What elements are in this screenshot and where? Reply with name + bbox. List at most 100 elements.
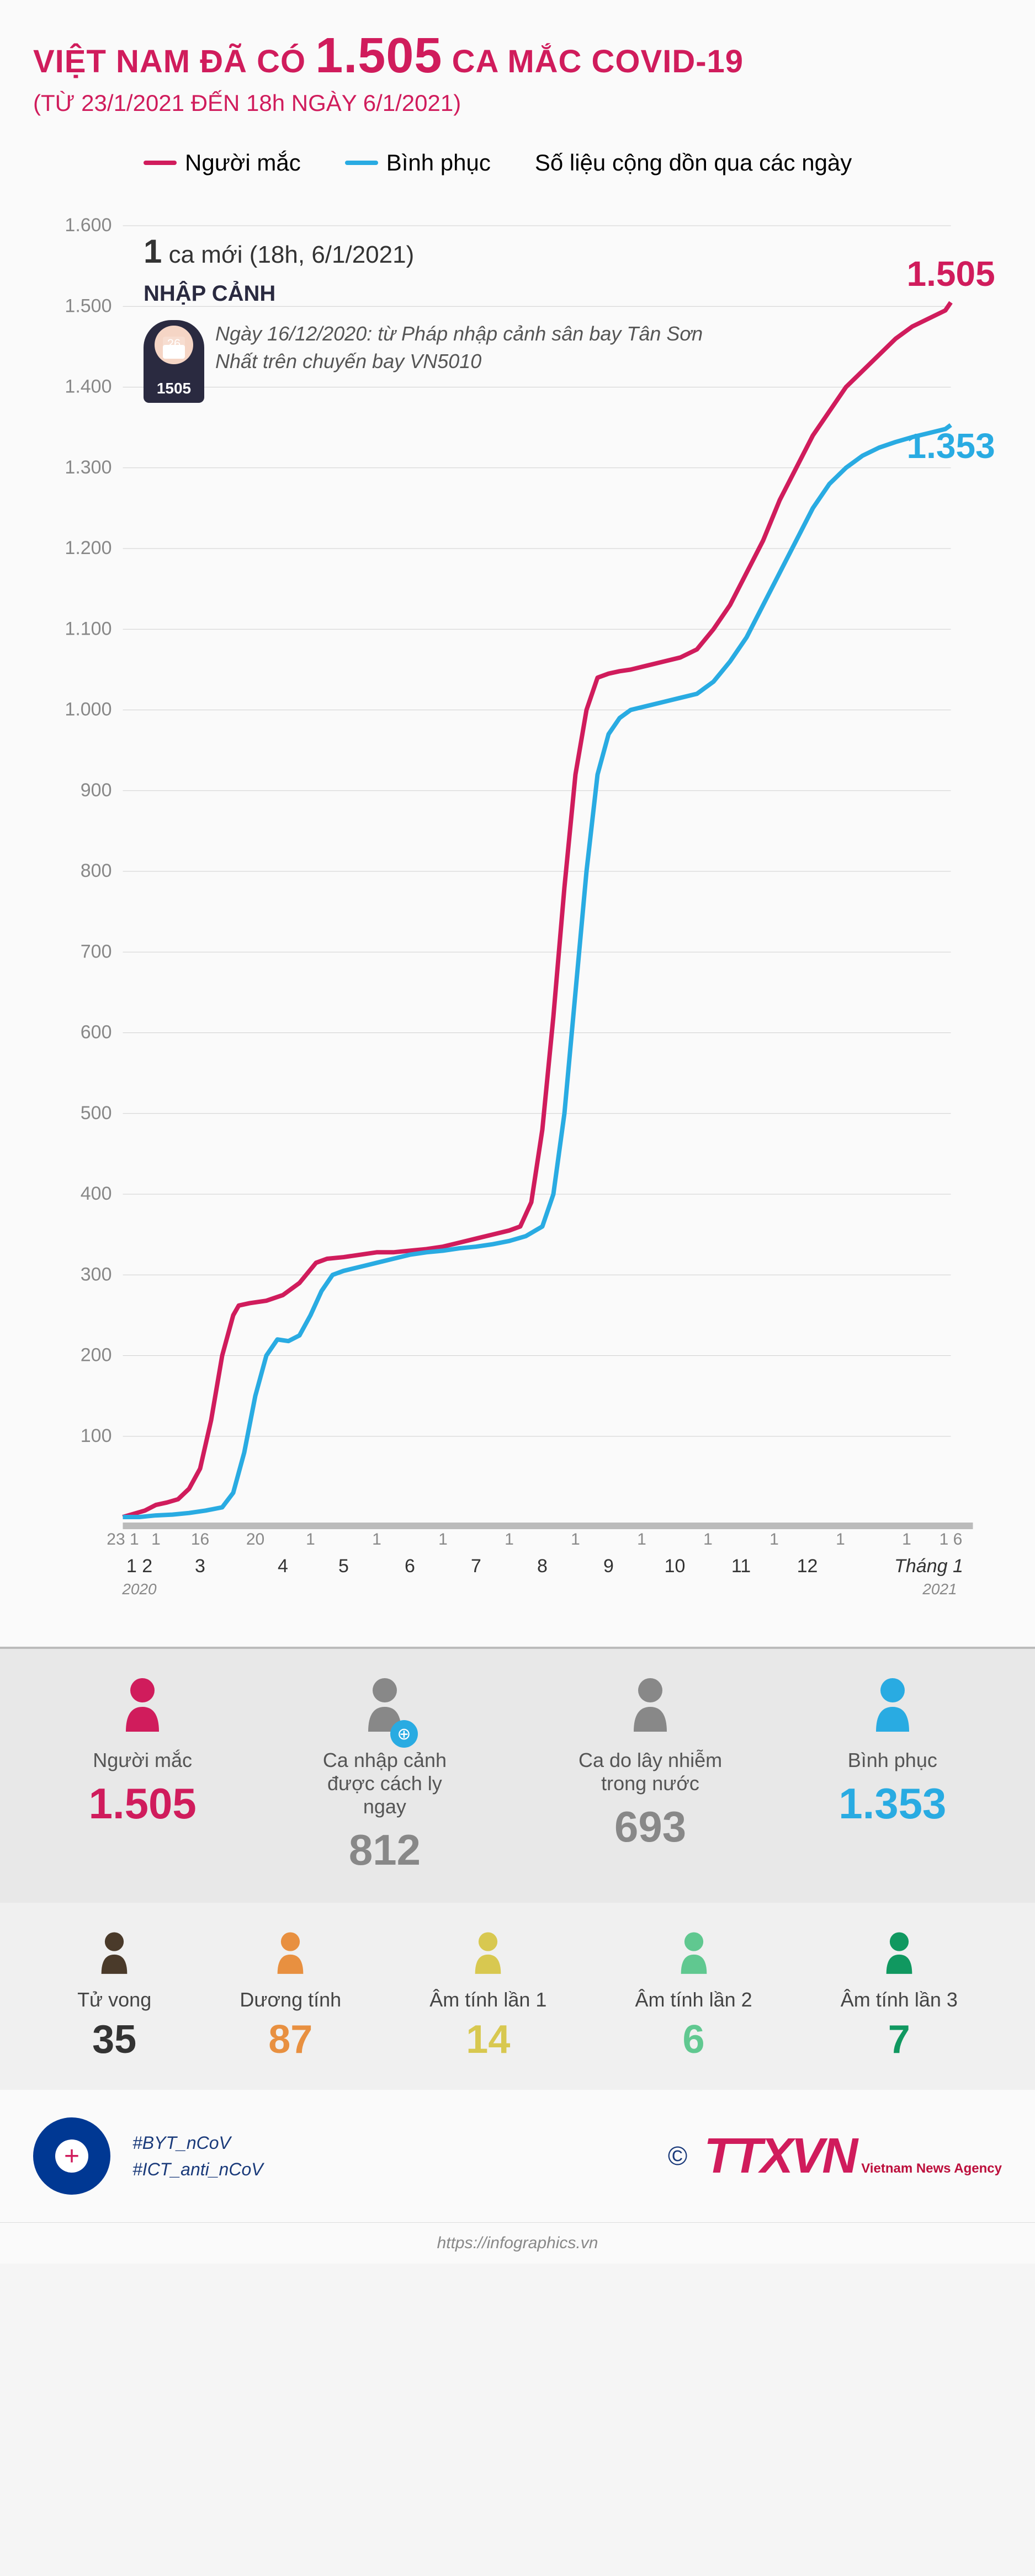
callout-section: NHẬP CẢNH bbox=[144, 281, 712, 306]
person-icon bbox=[625, 1676, 675, 1742]
svg-text:700: 700 bbox=[81, 941, 112, 962]
end-label-cases: 1.505 bbox=[907, 254, 995, 294]
stat-item: Âm tính lần 3 7 bbox=[841, 1930, 958, 2062]
source-url: https://infographics.vn bbox=[0, 2222, 1035, 2264]
svg-text:1.400: 1.400 bbox=[65, 376, 112, 397]
svg-text:6: 6 bbox=[405, 1556, 415, 1577]
svg-text:20: 20 bbox=[246, 1530, 264, 1548]
svg-text:500: 500 bbox=[81, 1103, 112, 1124]
svg-text:1: 1 bbox=[438, 1530, 448, 1548]
legend-note: Số liệu cộng dồn qua các ngày bbox=[535, 150, 852, 176]
svg-text:Tháng 1: Tháng 1 bbox=[894, 1556, 963, 1577]
person-icon: ⊕ bbox=[360, 1676, 410, 1742]
stat-label: Dương tính bbox=[240, 1988, 341, 2011]
stat-item: Âm tính lần 1 14 bbox=[429, 1930, 546, 2062]
svg-text:1.200: 1.200 bbox=[65, 537, 112, 558]
svg-text:5: 5 bbox=[338, 1556, 349, 1577]
stat-label: Ca nhập cảnh được cách ly ngay bbox=[307, 1749, 462, 1818]
patient-age: 26 bbox=[163, 337, 185, 351]
stat-value: 7 bbox=[888, 2017, 910, 2062]
person-icon bbox=[880, 1930, 919, 1983]
agency-logo: TTXVN Vietnam News Agency bbox=[704, 2128, 1002, 2185]
svg-text:1.100: 1.100 bbox=[65, 618, 112, 639]
footer-right: © TTXVN Vietnam News Agency bbox=[668, 2128, 1002, 2185]
hashtag-1: #BYT_nCoV bbox=[132, 2130, 263, 2156]
legend-label-cases: Người mắc bbox=[185, 150, 301, 176]
svg-text:400: 400 bbox=[81, 1183, 112, 1204]
stats-row-2: Tử vong 35 Dương tính 87 Âm tính lần 1 1… bbox=[0, 1903, 1035, 2090]
stat-value: 1.353 bbox=[838, 1779, 946, 1829]
person-icon bbox=[675, 1930, 713, 1983]
svg-text:1: 1 bbox=[306, 1530, 315, 1548]
svg-text:1: 1 bbox=[505, 1530, 514, 1548]
svg-text:10: 10 bbox=[665, 1556, 686, 1577]
stat-value: 693 bbox=[614, 1802, 686, 1852]
main-title: VIỆT NAM ĐÃ CÓ 1.505 CA MẮC COVID-19 bbox=[33, 28, 1002, 84]
footer-left: #BYT_nCoV #ICT_anti_nCoV bbox=[33, 2117, 263, 2195]
svg-text:12: 12 bbox=[797, 1556, 818, 1577]
legend: Người mắc Bình phục Số liệu cộng dồn qua… bbox=[144, 150, 1002, 176]
legend-recovered: Bình phục bbox=[345, 150, 491, 176]
agency-subtitle: Vietnam News Agency bbox=[861, 2161, 1002, 2176]
infographic-container: VIỆT NAM ĐÃ CÓ 1.505 CA MẮC COVID-19 (TỪ… bbox=[0, 0, 1035, 2264]
copyright-icon: © bbox=[668, 2141, 687, 2171]
stat-label: Người mắc bbox=[93, 1749, 192, 1772]
end-label-recovered: 1.353 bbox=[907, 426, 995, 466]
stat-item: Tử vong 35 bbox=[77, 1930, 151, 2062]
svg-text:1: 1 bbox=[902, 1530, 911, 1548]
svg-text:200: 200 bbox=[81, 1345, 112, 1366]
legend-cases: Người mắc bbox=[144, 150, 301, 176]
stat-item: Người mắc 1.505 bbox=[89, 1676, 197, 1875]
svg-text:900: 900 bbox=[81, 780, 112, 801]
hashtag-2: #ICT_anti_nCoV bbox=[132, 2156, 263, 2183]
stat-item: Ca do lây nhiễm trong nước 693 bbox=[573, 1676, 728, 1875]
line-chart: 1002003004005006007008009001.0001.1001.2… bbox=[33, 193, 1002, 1627]
stat-value: 1.505 bbox=[89, 1779, 197, 1829]
new-case-line: 1 ca mới (18h, 6/1/2021) bbox=[144, 232, 712, 270]
person-icon bbox=[118, 1676, 167, 1742]
svg-text:16: 16 bbox=[191, 1530, 209, 1548]
stat-value: 35 bbox=[92, 2017, 136, 2062]
svg-text:23 1: 23 1 bbox=[107, 1530, 139, 1548]
svg-text:1 6: 1 6 bbox=[940, 1530, 963, 1548]
svg-text:1: 1 bbox=[372, 1530, 381, 1548]
person-icon bbox=[95, 1930, 134, 1983]
legend-note-text: Số liệu cộng dồn qua các ngày bbox=[535, 150, 852, 176]
svg-text:3: 3 bbox=[195, 1556, 205, 1577]
stat-item: Dương tính 87 bbox=[240, 1930, 341, 2062]
header: VIỆT NAM ĐÃ CÓ 1.505 CA MẮC COVID-19 (TỪ… bbox=[0, 0, 1035, 133]
svg-text:1.000: 1.000 bbox=[65, 699, 112, 720]
agency-name: TTXVN bbox=[704, 2128, 856, 2185]
stat-label: Ca do lây nhiễm trong nước bbox=[573, 1749, 728, 1795]
person-icon bbox=[868, 1676, 917, 1742]
svg-text:600: 600 bbox=[81, 1022, 112, 1043]
stat-label: Âm tính lần 3 bbox=[841, 1988, 958, 2011]
callout-detail-text: Ngày 16/12/2020: từ Pháp nhập cảnh sân b… bbox=[215, 320, 712, 376]
moh-logo bbox=[33, 2117, 110, 2195]
stat-label: Âm tính lần 2 bbox=[635, 1988, 752, 2011]
svg-text:1.300: 1.300 bbox=[65, 457, 112, 478]
stats-row-1: Người mắc 1.505 ⊕ Ca nhập cảnh được cách… bbox=[0, 1647, 1035, 1903]
stat-label: Tử vong bbox=[77, 1988, 151, 2011]
svg-text:1: 1 bbox=[836, 1530, 845, 1548]
svg-text:4: 4 bbox=[278, 1556, 288, 1577]
svg-text:1: 1 bbox=[571, 1530, 580, 1548]
svg-text:1: 1 bbox=[637, 1530, 646, 1548]
stat-value: 812 bbox=[349, 1825, 421, 1875]
svg-text:1: 1 bbox=[703, 1530, 713, 1548]
stat-item: Âm tính lần 2 6 bbox=[635, 1930, 752, 2062]
callout-box: 1 ca mới (18h, 6/1/2021) NHẬP CẢNH 26 15… bbox=[144, 232, 712, 403]
chart-area: Người mắc Bình phục Số liệu cộng dồn qua… bbox=[0, 133, 1035, 1647]
stat-label: Âm tính lần 1 bbox=[429, 1988, 546, 2011]
svg-text:7: 7 bbox=[471, 1556, 481, 1577]
stat-item: ⊕ Ca nhập cảnh được cách ly ngay 812 bbox=[307, 1676, 462, 1875]
recovered-line bbox=[123, 425, 951, 1517]
subtitle: (TỪ 23/1/2021 ĐẾN 18h NGÀY 6/1/2021) bbox=[33, 90, 1002, 116]
svg-text:8: 8 bbox=[537, 1556, 548, 1577]
stat-value: 14 bbox=[466, 2017, 510, 2062]
svg-text:1: 1 bbox=[151, 1530, 161, 1548]
title-prefix: VIỆT NAM ĐÃ CÓ bbox=[33, 44, 306, 79]
new-case-text: ca mới (18h, 6/1/2021) bbox=[169, 241, 415, 268]
new-case-count: 1 bbox=[144, 233, 162, 270]
footer: #BYT_nCoV #ICT_anti_nCoV © TTXVN Vietnam… bbox=[0, 2090, 1035, 2222]
